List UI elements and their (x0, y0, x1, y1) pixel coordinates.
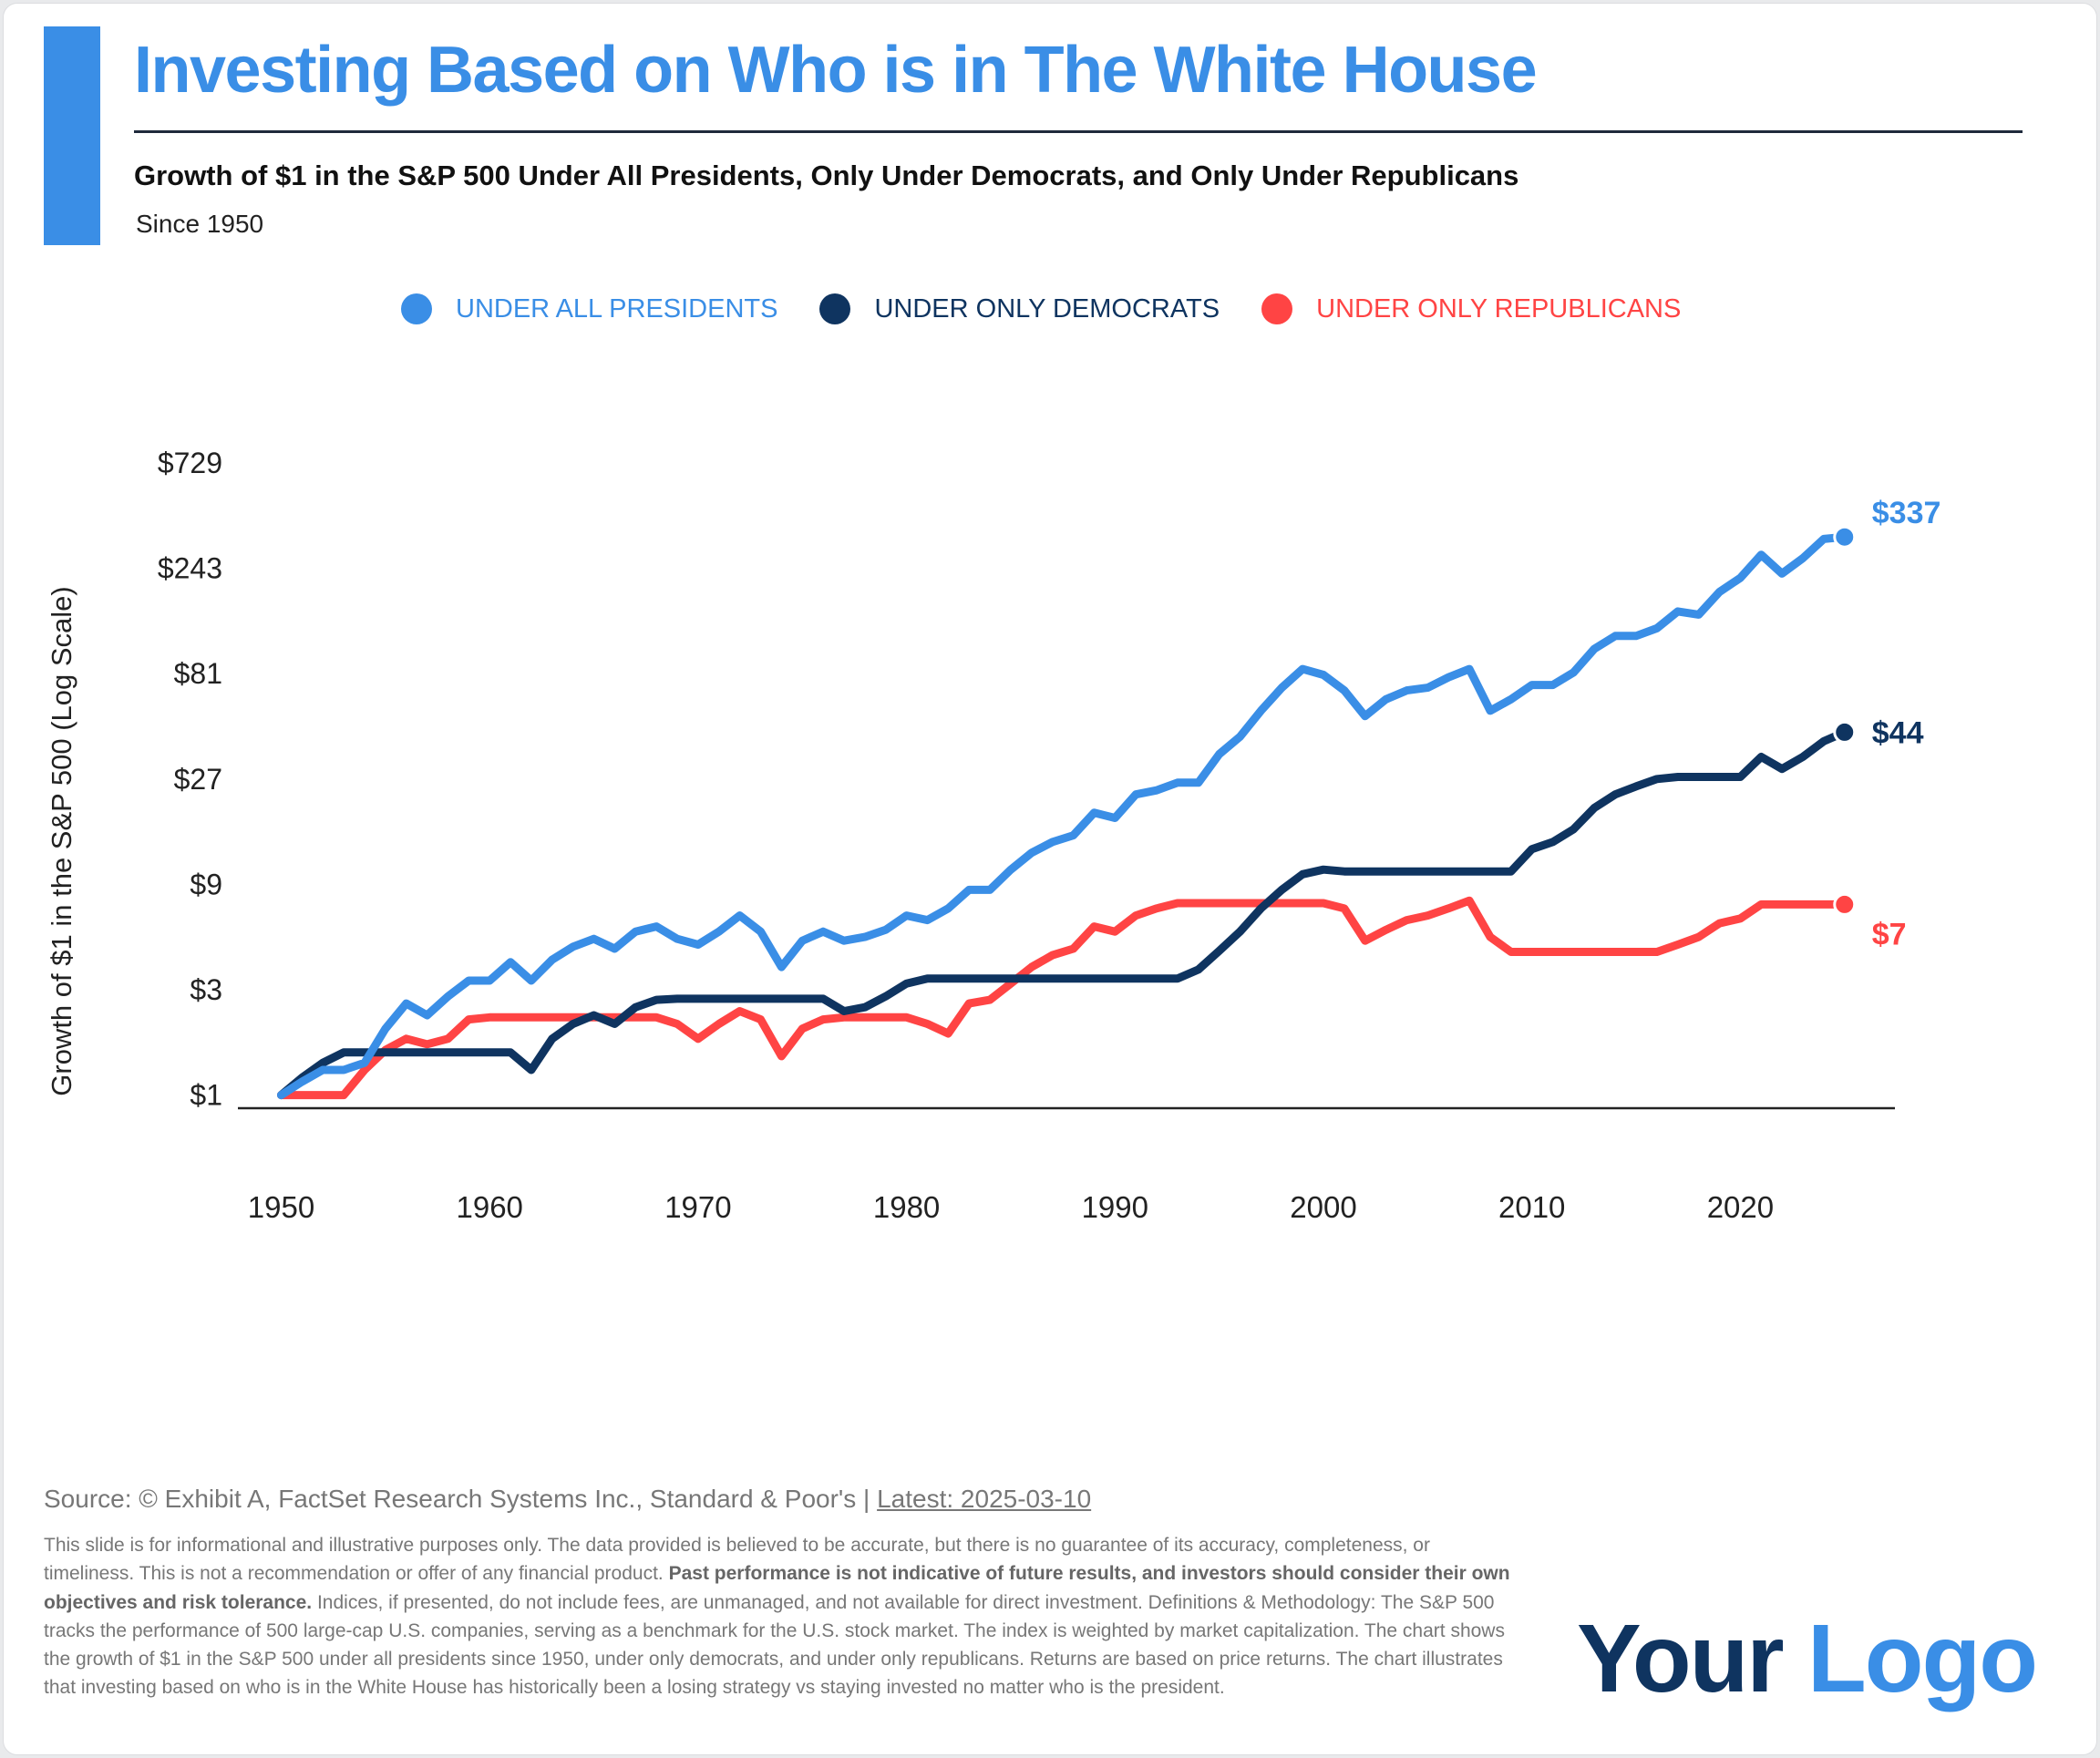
latest-date-link[interactable]: Latest: 2025-03-10 (877, 1485, 1092, 1513)
series-end-marker (1833, 525, 1857, 549)
legend-item-republicans: UNDER ONLY REPUBLICANS (1261, 293, 1681, 324)
disclaimer-text: This slide is for informational and illu… (44, 1535, 1430, 1585)
y-tick-label: $9 (190, 868, 222, 900)
since-label: Since 1950 (136, 210, 264, 238)
logo-word: Your (1577, 1605, 1785, 1712)
accent-bar (44, 26, 100, 245)
source-text: Source: © Exhibit A, FactSet Research Sy… (44, 1485, 870, 1513)
logo: Your Logo (1577, 1604, 2038, 1714)
legend-dot-icon (819, 293, 851, 324)
disclaimer-bold-text: Past performance is not indicative of fu… (44, 1563, 1510, 1613)
series-line-1 (277, 727, 1849, 1100)
page-title: Investing Based on Who is in The White H… (134, 34, 1538, 107)
y-tick-label: $1 (190, 1079, 222, 1112)
y-tick-label: $729 (158, 447, 222, 479)
series-line-0 (277, 532, 1849, 1100)
x-tick-label: 1970 (664, 1190, 731, 1224)
x-tick-label: 1960 (456, 1190, 522, 1224)
source-line: Source: © Exhibit A, FactSet Research Sy… (44, 1485, 1091, 1514)
legend-label: UNDER ONLY REPUBLICANS (1316, 293, 1682, 324)
series-end-label: $7 (1872, 917, 1907, 951)
legend-dot-icon (401, 293, 432, 324)
x-tick-label: 2020 (1707, 1190, 1774, 1224)
legend-label: UNDER ONLY DEMOCRATS (874, 293, 1220, 324)
y-tick-label: $243 (158, 552, 222, 585)
series-end-label: $44 (1872, 715, 1924, 750)
legend-dot-icon (1261, 293, 1293, 324)
y-tick-label: $81 (174, 657, 222, 690)
series-line-2 (277, 896, 1849, 1100)
x-tick-label: 1990 (1082, 1190, 1148, 1224)
y-tick-label: $27 (174, 763, 222, 796)
legend-label: UNDER ALL PRESIDENTS (456, 293, 778, 324)
logo-word: Logo (1807, 1605, 2038, 1712)
y-tick-label: $3 (190, 973, 222, 1006)
x-tick-label: 1950 (248, 1190, 314, 1224)
chart-legend: UNDER ALL PRESIDENTS UNDER ONLY DEMOCRAT… (401, 293, 1723, 324)
slide-card (3, 3, 2097, 1755)
title-divider (134, 130, 2023, 133)
chart-subtitle: Growth of $1 in the S&P 500 Under All Pr… (134, 159, 1519, 191)
series-end-marker (1833, 720, 1857, 744)
legend-item-all: UNDER ALL PRESIDENTS (401, 293, 777, 324)
x-tick-label: 2000 (1290, 1190, 1356, 1224)
x-tick-label: 2010 (1498, 1190, 1565, 1224)
series-end-label: $337 (1872, 496, 1941, 530)
legend-item-democrats: UNDER ONLY DEMOCRATS (819, 293, 1220, 324)
series-end-marker (1833, 892, 1857, 916)
disclaimer: This slide is for informational and illu… (44, 1531, 1520, 1702)
x-tick-label: 1980 (873, 1190, 940, 1224)
disclaimer-text: Indices, if presented, do not include fe… (44, 1591, 1505, 1699)
